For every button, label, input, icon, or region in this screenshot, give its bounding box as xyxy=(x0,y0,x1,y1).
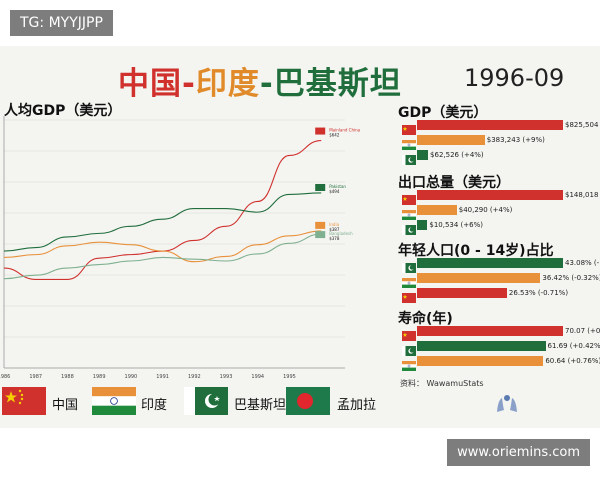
x-tick-label: 1991 xyxy=(156,374,169,380)
china-flag-icon xyxy=(402,120,416,135)
china-flag-icon xyxy=(402,288,416,303)
india-flag-icon xyxy=(402,356,416,371)
bar-china xyxy=(417,326,563,336)
india-flag-icon xyxy=(402,273,416,288)
india-flag-icon xyxy=(92,387,136,415)
date-label: 1996-09 xyxy=(464,64,565,92)
title-india: 印度 xyxy=(195,66,260,102)
watermark-tag: TG: MYYJJPP xyxy=(10,10,113,36)
pakistan-flag-icon xyxy=(402,258,416,273)
series-end-value-3: $378 xyxy=(329,236,340,241)
series-line-0 xyxy=(3,139,322,280)
series-end-value-1: $494 xyxy=(329,189,340,194)
bar-pakistan xyxy=(417,150,429,160)
bangladesh-flag-icon xyxy=(286,387,330,415)
title-pakistan: 巴基斯坦 xyxy=(273,66,402,102)
pakistan-flag-icon xyxy=(402,150,416,165)
x-tick-label: 1992 xyxy=(188,374,201,380)
bar-value-label: 26.53% (-0.71%) xyxy=(508,289,569,297)
x-tick-label: 1988 xyxy=(61,374,74,380)
series-line-3 xyxy=(3,233,322,280)
bar-value-label: 43.08% (- xyxy=(565,259,600,267)
series-end-value-0: $642 xyxy=(329,133,340,138)
x-tick-label: 1989 xyxy=(93,374,106,380)
legend-label-bangladesh: 孟加拉 xyxy=(337,398,377,413)
pakistan-flag-icon xyxy=(402,220,416,235)
pakistan-flag-icon xyxy=(184,387,228,415)
china-flag-icon xyxy=(402,190,416,205)
series-end-flag-2 xyxy=(315,221,326,229)
series-end-flag-0 xyxy=(315,127,326,135)
bar-china xyxy=(417,190,563,200)
series-end-flag-1 xyxy=(315,183,326,191)
series-end-value-2: $387 xyxy=(329,227,340,232)
title-dash-1: - xyxy=(182,66,196,102)
bar-india xyxy=(417,273,541,283)
china-flag-icon xyxy=(402,326,416,341)
x-tick-label: 1990 xyxy=(125,374,138,380)
bar-value-label: $148,018 ( xyxy=(565,191,600,199)
bar-value-label: 60.64 (+0.76%) xyxy=(545,357,600,365)
legend-label-china: 中国 xyxy=(52,398,79,413)
bar-value-label: 36.42% (-0.32%) xyxy=(542,274,600,282)
series-end-flag-3 xyxy=(315,231,326,239)
series-end-name-2: India xyxy=(329,222,339,227)
hands-logo-icon xyxy=(494,392,520,414)
lifespan-section-title: 寿命(年) xyxy=(398,311,453,327)
pakistan-flag-icon xyxy=(402,341,416,356)
china-flag-icon xyxy=(2,387,46,415)
legend-label-india: 印度 xyxy=(141,398,168,413)
bar-pakistan xyxy=(417,341,546,351)
india-flag-icon xyxy=(402,205,416,220)
bar-value-label: $10,534 (+6%) xyxy=(429,221,483,229)
bar-value-label: 61.69 (+0.42%) xyxy=(547,342,600,350)
india-flag-icon xyxy=(402,135,416,150)
bar-pakistan xyxy=(417,220,428,230)
title-china: 中国 xyxy=(118,66,182,102)
youth-section-title: 年轻人口(0 - 14岁)占比 xyxy=(398,243,554,259)
series-end-name-0: Mainland China xyxy=(329,128,360,133)
x-tick-label: 1986 xyxy=(0,374,10,380)
series-end-name-1: Pakistan xyxy=(329,184,346,189)
series-line-1 xyxy=(3,192,322,252)
bar-value-label: 70.07 (+0.3 xyxy=(565,327,600,335)
chart-main-title: 中国-印度-巴基斯坦 xyxy=(118,58,402,103)
series-line-2 xyxy=(3,230,322,263)
bar-india xyxy=(417,356,544,366)
bar-china xyxy=(417,120,563,130)
bar-value-label: $383,243 (+9%) xyxy=(486,136,545,144)
series-end-name-3: Bangladesh xyxy=(329,231,353,236)
bar-india xyxy=(417,205,457,215)
legend-label-pakistan: 巴基斯坦 xyxy=(234,398,287,413)
title-dash-2: - xyxy=(259,66,274,102)
exports-section-title: 出口总量（美元） xyxy=(398,175,510,191)
bar-value-label: $40,290 (+4%) xyxy=(458,206,513,214)
website-label: www.oriemins.com xyxy=(447,439,590,466)
x-tick-label: 1994 xyxy=(251,374,264,380)
gdp-section-title: GDP（美元） xyxy=(398,105,488,121)
x-tick-label: 1995 xyxy=(283,374,296,380)
bar-value-label: $825,504 (+ xyxy=(565,121,600,129)
bar-india xyxy=(417,135,485,145)
x-tick-label: 1987 xyxy=(29,374,42,380)
y-axis-label: 人均GDP（美元） xyxy=(4,103,122,119)
bar-value-label: $62,526 (+4%) xyxy=(430,151,484,159)
source-label: 资料： WawamuStats xyxy=(400,379,484,388)
x-tick-label: 1993 xyxy=(220,374,233,380)
bar-china xyxy=(417,288,507,298)
bar-pakistan xyxy=(417,258,563,268)
